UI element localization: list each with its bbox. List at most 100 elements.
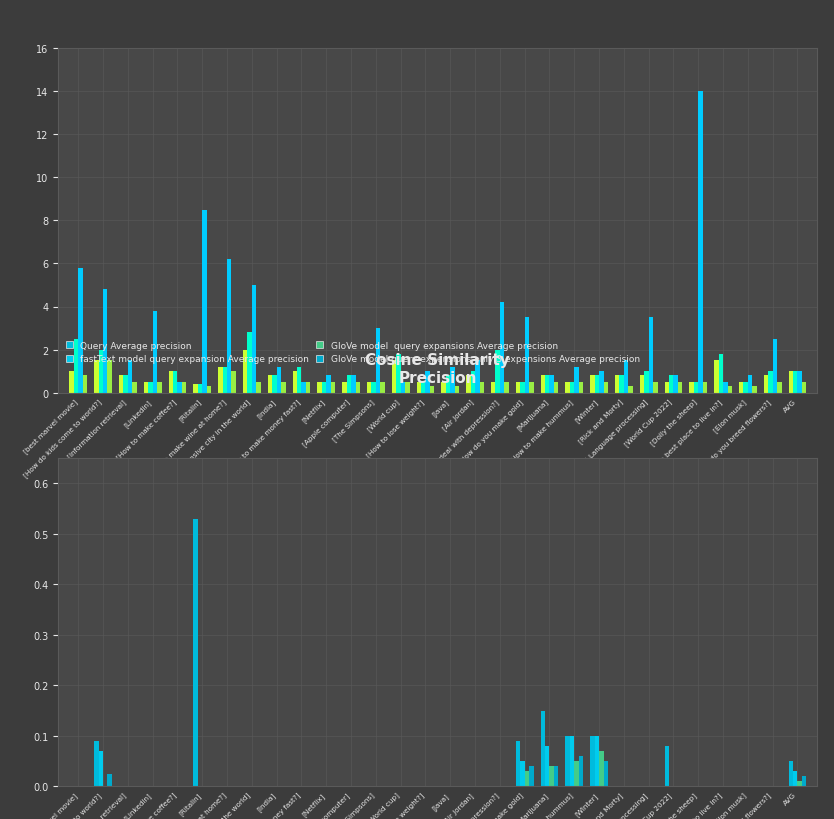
Bar [570, 735, 575, 786]
Bar [624, 361, 628, 393]
Bar [198, 384, 202, 393]
Bar [723, 382, 727, 393]
Bar [392, 361, 396, 393]
Bar [98, 751, 103, 786]
Bar [793, 771, 797, 786]
Bar [698, 92, 703, 393]
Bar [640, 376, 644, 393]
Bar [223, 367, 227, 393]
Title: Cosine Similarity
Precision: Cosine Similarity Precision [365, 353, 510, 386]
Bar [277, 367, 281, 393]
Bar [540, 711, 545, 786]
Bar [173, 372, 178, 393]
Bar [628, 387, 633, 393]
Bar [317, 382, 322, 393]
Bar [227, 260, 232, 393]
Bar [644, 372, 649, 393]
Bar [579, 756, 583, 786]
Bar [727, 387, 732, 393]
Bar [550, 376, 554, 393]
Bar [301, 382, 306, 393]
Bar [529, 382, 534, 393]
Bar [529, 766, 534, 786]
Bar [495, 351, 500, 393]
Bar [491, 382, 495, 393]
Bar [772, 339, 777, 393]
Bar [69, 372, 73, 393]
Bar [103, 290, 108, 393]
Bar [789, 372, 793, 393]
Bar [78, 269, 83, 393]
Bar [500, 303, 505, 393]
Bar [690, 382, 694, 393]
Bar [604, 761, 608, 786]
Bar [653, 382, 657, 393]
Bar [376, 328, 380, 393]
Bar [615, 376, 620, 393]
Bar [268, 376, 272, 393]
Bar [545, 376, 550, 393]
Bar [595, 376, 599, 393]
Bar [554, 382, 559, 393]
Bar [243, 351, 248, 393]
Bar [396, 355, 400, 393]
Bar [446, 376, 450, 393]
Bar [802, 382, 806, 393]
Bar [347, 376, 351, 393]
Bar [430, 387, 435, 393]
Bar [797, 781, 802, 786]
Bar [797, 372, 802, 393]
Bar [193, 384, 198, 393]
Bar [248, 333, 252, 393]
Bar [466, 376, 470, 393]
Bar [207, 387, 211, 393]
Bar [590, 735, 595, 786]
Bar [565, 735, 570, 786]
Bar [202, 210, 207, 393]
Bar [694, 382, 698, 393]
Bar [94, 741, 98, 786]
Bar [355, 382, 360, 393]
Bar [128, 361, 133, 393]
Bar [293, 372, 297, 393]
Bar [94, 361, 98, 393]
Bar [793, 372, 797, 393]
Bar [674, 376, 678, 393]
Bar [599, 751, 604, 786]
Bar [331, 382, 335, 393]
Bar [157, 382, 162, 393]
Bar [380, 382, 384, 393]
Bar [678, 382, 682, 393]
Bar [743, 382, 748, 393]
Bar [802, 776, 806, 786]
Bar [515, 382, 520, 393]
Bar [520, 382, 525, 393]
Bar [579, 382, 583, 393]
Bar [168, 372, 173, 393]
Bar [108, 774, 112, 786]
Bar [193, 519, 198, 786]
Bar [515, 741, 520, 786]
Bar [665, 382, 669, 393]
Bar [525, 318, 529, 393]
Bar [505, 382, 509, 393]
Bar [470, 372, 475, 393]
Bar [525, 771, 529, 786]
Bar [575, 761, 579, 786]
Bar [219, 367, 223, 393]
Bar [575, 367, 579, 393]
Bar [123, 376, 128, 393]
Bar [570, 382, 575, 393]
Bar [545, 746, 550, 786]
Bar [73, 339, 78, 393]
Bar [405, 382, 409, 393]
Bar [133, 382, 137, 393]
Bar [748, 376, 752, 393]
Bar [480, 382, 484, 393]
Bar [599, 372, 604, 393]
Bar [595, 735, 599, 786]
Bar [455, 387, 460, 393]
Bar [719, 355, 723, 393]
Bar [752, 387, 756, 393]
Bar [178, 382, 182, 393]
